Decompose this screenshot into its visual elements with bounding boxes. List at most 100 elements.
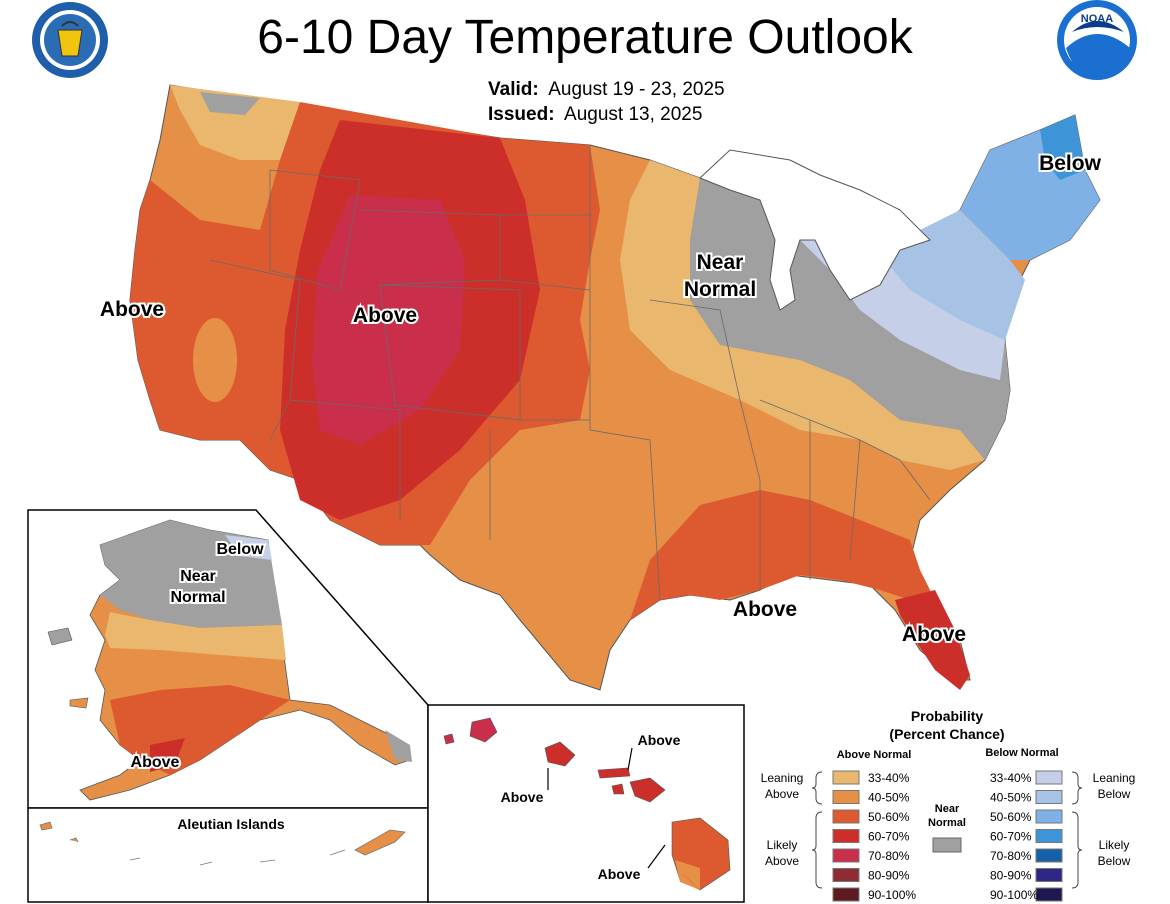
- legend-below-swatch-0: [1035, 770, 1063, 785]
- zone-near-normal-pacnw: [200, 92, 260, 115]
- legend-above-swatch-label-5: 80-90%: [868, 869, 910, 883]
- legend-above-swatch-1: [832, 790, 860, 804]
- conus-label-near: Near: [697, 251, 744, 274]
- hawaii-label-above-maui: Above: [638, 732, 681, 748]
- alaska-inset: [27, 509, 429, 809]
- aleutian-inset-frame: [27, 807, 429, 903]
- legend-below-swatch-label-3: 60-70%: [990, 830, 1032, 844]
- legend-below-swatch-label-1: 40-50%: [990, 791, 1032, 805]
- conus-label-below: Below: [1039, 152, 1102, 175]
- legend-below-swatch-3: [1035, 829, 1063, 843]
- legend-below-swatch-label-5: 80-90%: [990, 869, 1032, 883]
- zone-above-60-70-florida: [895, 590, 970, 690]
- legend-below-swatch-2: [1035, 809, 1063, 824]
- issued-date: Issued: August 13, 2025: [488, 103, 702, 127]
- legend-above-swatches: 33-40% 40-50% 50-60% 60-70% 70-80% 80-90% 90-1…: [832, 770, 916, 902]
- legend-above-swatch-6: [832, 887, 860, 902]
- hawaii-label-above-big-island: Above: [598, 866, 641, 882]
- legend-leaning-above-1: Leaning: [761, 771, 804, 785]
- hawaii-inset: [427, 704, 745, 903]
- hawaii-label-above-oahu: Above: [501, 789, 544, 805]
- legend-leaning-above-2: Above: [765, 787, 799, 801]
- zone-above-33-40-midwest: [620, 160, 985, 470]
- legend-below-swatch-label-0: 33-40%: [990, 771, 1032, 785]
- legend-below-swatch-4: [1035, 848, 1063, 863]
- legend-below-swatch-label-2: 50-60%: [990, 810, 1032, 824]
- conus-label-normal: Normal: [684, 278, 756, 301]
- aleutian-title: Aleutian Islands: [177, 816, 285, 832]
- legend-leaning-below-2: Below: [1098, 787, 1131, 801]
- legend-below-header: Below Normal: [985, 747, 1058, 759]
- legend-above-likely-bracket: [811, 811, 823, 889]
- hawaii-island-maui: [629, 777, 666, 803]
- hawaii-label-leader-lines: [547, 747, 666, 869]
- conus-label-above-rockies: Above: [353, 304, 417, 327]
- legend-above-swatch-label-4: 70-80%: [868, 849, 910, 863]
- legend-above-swatch-0: [832, 770, 860, 785]
- conus-map: [129, 84, 1101, 691]
- legend-below-swatch-1: [1035, 790, 1063, 804]
- hawaii-big-island-southwest: [675, 860, 700, 890]
- zone-above-70-80-core: [312, 195, 465, 445]
- legend-below-swatch-label-4: 70-80%: [990, 849, 1032, 863]
- alaska-above-60-70: [150, 738, 185, 772]
- legend-above-swatch-4: [832, 848, 860, 863]
- alaska-island-west: [47, 627, 73, 646]
- legend-above-brackets: [811, 771, 823, 805]
- aleutian-inset: [27, 807, 429, 903]
- hawaii-island-lanai: [611, 783, 625, 795]
- legend: Probability (Percent Chance) Above Norma…: [761, 708, 1136, 902]
- alaska-panhandle-near-normal: [385, 730, 412, 762]
- legend-likely-above-2: Above: [765, 854, 799, 868]
- legend-above-swatch-label-0: 33-40%: [868, 771, 910, 785]
- legend-below-swatch-5: [1035, 868, 1063, 882]
- issued-value: August 13, 2025: [564, 104, 703, 125]
- zone-near-normal-great-lakes: [690, 168, 1010, 460]
- doc-seal-icon: [32, 2, 108, 78]
- legend-below-likely-bracket: [1071, 811, 1083, 889]
- legend-near-header-2: Normal: [928, 817, 966, 829]
- legend-above-swatch-5: [832, 868, 860, 882]
- valid-value: August 19 - 23, 2025: [548, 79, 725, 100]
- legend-likely-above-1: Likely: [767, 838, 798, 852]
- issued-label: Issued:: [488, 104, 555, 125]
- legend-near-normal-swatch: [932, 837, 962, 853]
- map-title: 6-10 Day Temperature Outlook: [257, 11, 913, 64]
- alaska-label-above: Above: [131, 754, 180, 771]
- zone-above-50-60-southeast: [630, 490, 935, 620]
- hawaii-island-oahu: [544, 741, 576, 767]
- alaska-label-normal: Normal: [170, 589, 225, 606]
- legend-below-brackets: [1071, 771, 1083, 805]
- conus-label-above-west: Above: [100, 298, 164, 321]
- alaska-below-33-40: [225, 535, 272, 560]
- legend-above-swatch-label-1: 40-50%: [868, 791, 910, 805]
- legend-below-swatch-6: [1035, 887, 1063, 902]
- conus-label-above-florida: Above: [902, 623, 966, 646]
- alaska-island-southwest: [69, 697, 89, 709]
- noaa-logo-icon: NOAA: [1057, 0, 1137, 80]
- alaska-above-33-40: [105, 612, 286, 660]
- legend-near-header-1: Near: [935, 803, 960, 815]
- legend-above-swatch-label-6: 90-100%: [868, 888, 916, 902]
- legend-likely-below-1: Likely: [1099, 838, 1130, 852]
- state-boundaries: [209, 145, 931, 601]
- hawaii-island-niihau: [443, 733, 455, 745]
- legend-above-swatch-label-2: 50-60%: [868, 810, 910, 824]
- legend-leaning-below-1: Leaning: [1093, 771, 1136, 785]
- hawaii-island-molokai: [597, 767, 631, 779]
- zone-above-40-50-nevada: [193, 318, 237, 402]
- legend-above-header: Above Normal: [837, 749, 912, 761]
- legend-title-1: Probability: [911, 708, 984, 724]
- zone-below-60-70: [1040, 115, 1085, 180]
- great-lakes-water: [699, 149, 931, 311]
- zone-above-33-40-northwest: [170, 85, 300, 160]
- valid-label: Valid:: [488, 79, 539, 100]
- legend-above-swatch-3: [832, 829, 860, 843]
- legend-above-swatch-2: [832, 809, 860, 824]
- legend-above-swatch-label-3: 60-70%: [868, 830, 910, 844]
- alaska-label-below: Below: [216, 541, 264, 558]
- alaska-label-near: Near: [180, 568, 216, 585]
- aleutian-island-chain: [39, 821, 406, 866]
- conus-label-above-southeast: Above: [733, 598, 797, 621]
